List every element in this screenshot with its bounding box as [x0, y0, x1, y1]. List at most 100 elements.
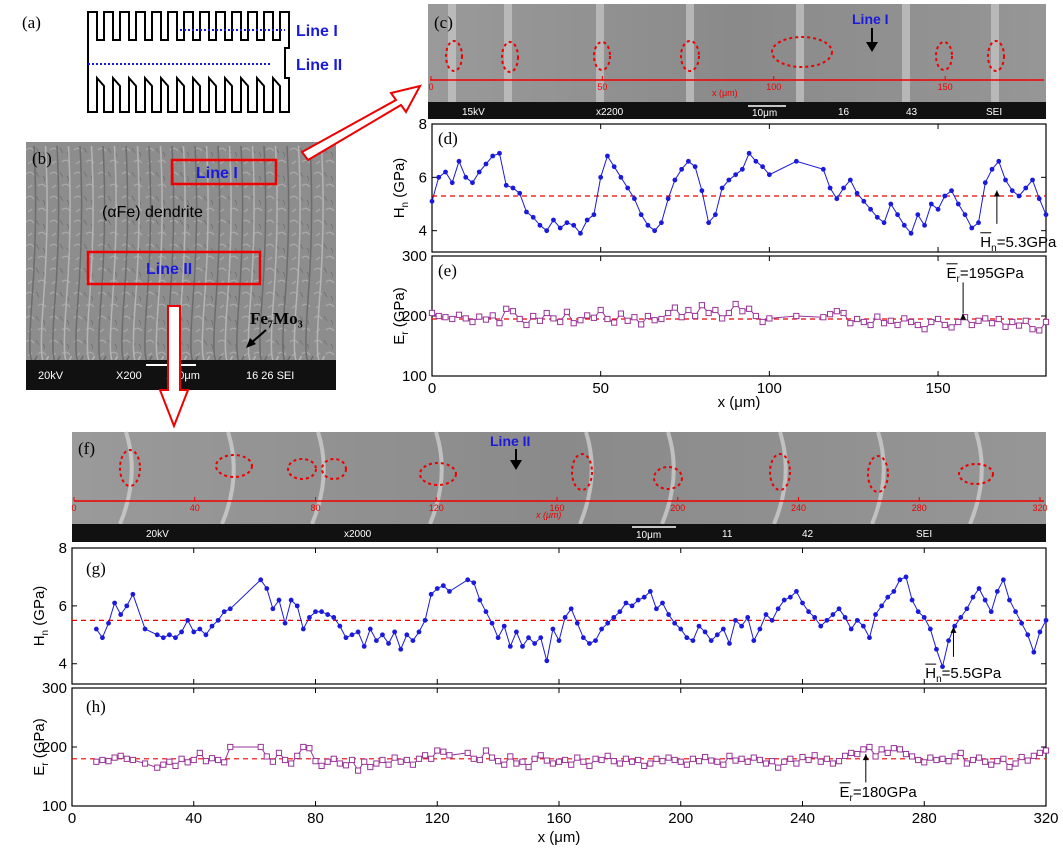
data-point [696, 623, 702, 629]
data-point [1029, 326, 1036, 333]
data-point [307, 615, 312, 620]
data-point [714, 632, 720, 638]
data-point [404, 632, 410, 638]
dendrite-arm [98, 145, 107, 363]
data-point [130, 591, 136, 597]
data-point [702, 629, 708, 635]
data-point [665, 754, 672, 761]
data-point [781, 758, 788, 765]
data-point [476, 169, 482, 175]
data-point [160, 761, 167, 768]
data-point [759, 318, 766, 326]
data-point [739, 623, 745, 629]
data-point [129, 756, 136, 764]
data-point [794, 589, 799, 594]
data-point [826, 311, 834, 318]
c-phase-ellipse [771, 36, 833, 68]
data-point [428, 591, 434, 597]
data-point [520, 643, 525, 649]
data-point [591, 212, 597, 218]
data-point [446, 752, 453, 759]
data-point [632, 196, 637, 202]
x-tick-label: 50 [592, 380, 609, 397]
arrow-b-to-c [300, 84, 422, 162]
data-point [752, 312, 759, 320]
data-point [93, 626, 99, 632]
data-point [678, 626, 684, 632]
dendrite-arm [213, 145, 222, 363]
b-footer-kv: 20kV [38, 370, 64, 382]
data-point [1000, 577, 1006, 583]
data-point [319, 609, 324, 615]
data-point [861, 198, 867, 204]
y-tick-label: 300 [402, 248, 427, 265]
data-point [497, 150, 502, 156]
data-point [434, 747, 441, 754]
c-phase-ellipse [935, 41, 953, 71]
data-point [550, 315, 557, 322]
data-point [312, 758, 319, 765]
data-point [385, 761, 392, 768]
data-point [509, 308, 517, 315]
data-point [949, 188, 954, 194]
micro-tick-label: 100 [766, 82, 781, 92]
data-point [470, 180, 475, 186]
data-point [872, 753, 879, 760]
data-point [421, 752, 429, 759]
x-tick-label: 0 [428, 380, 436, 397]
data-point [836, 606, 842, 612]
data-point [860, 623, 866, 629]
y-axis-label: Hn (GPa) [31, 586, 51, 647]
data-point [282, 620, 288, 626]
data-point [829, 760, 837, 767]
data-point [969, 756, 977, 764]
dendrite-arm [201, 145, 211, 363]
data-point [1003, 177, 1008, 183]
data-point [409, 761, 416, 768]
data-point [933, 756, 940, 764]
dendrite-arm [270, 145, 280, 363]
data-point [631, 314, 638, 321]
data-point [294, 752, 301, 759]
data-point [638, 212, 644, 218]
data-point [881, 220, 887, 226]
micro-tick-label: 80 [310, 503, 320, 513]
x-axis-label: x (μm) [538, 829, 581, 846]
c-footer-mag: x2200 [596, 107, 624, 118]
data-point [689, 755, 697, 762]
data-point [276, 597, 282, 603]
data-point [989, 166, 995, 172]
b-footer-code: 16 26 SEI [246, 370, 294, 382]
b-line-ii-label: Line II [146, 261, 192, 278]
data-point [934, 315, 942, 323]
data-point [988, 320, 996, 327]
f-interdendritic-band [772, 431, 788, 525]
data-point [410, 638, 416, 643]
data-point [854, 617, 860, 623]
data-point [968, 321, 975, 329]
data-point [818, 623, 824, 629]
c-interdendritic-band [448, 4, 456, 102]
data-point [705, 309, 712, 317]
data-point [597, 306, 604, 314]
data-point [124, 603, 130, 609]
data-point [854, 750, 861, 758]
data-point [683, 761, 690, 768]
x-axis-label: x (μm) [718, 394, 761, 411]
schematic-comb [87, 11, 290, 113]
data-point [946, 638, 951, 643]
c-interdendritic-band [796, 4, 804, 102]
c-line-arrow-head [866, 42, 878, 52]
data-point [823, 755, 830, 762]
mean-arrow-head [862, 754, 869, 761]
data-point [526, 635, 531, 641]
data-point [106, 620, 111, 626]
data-point [435, 312, 442, 320]
data-point [436, 174, 442, 180]
data-point [1043, 617, 1049, 623]
data-point [447, 589, 452, 594]
data-point [123, 755, 130, 762]
c-line-label: Line I [852, 11, 889, 27]
data-point [941, 321, 948, 329]
data-point [142, 626, 148, 632]
